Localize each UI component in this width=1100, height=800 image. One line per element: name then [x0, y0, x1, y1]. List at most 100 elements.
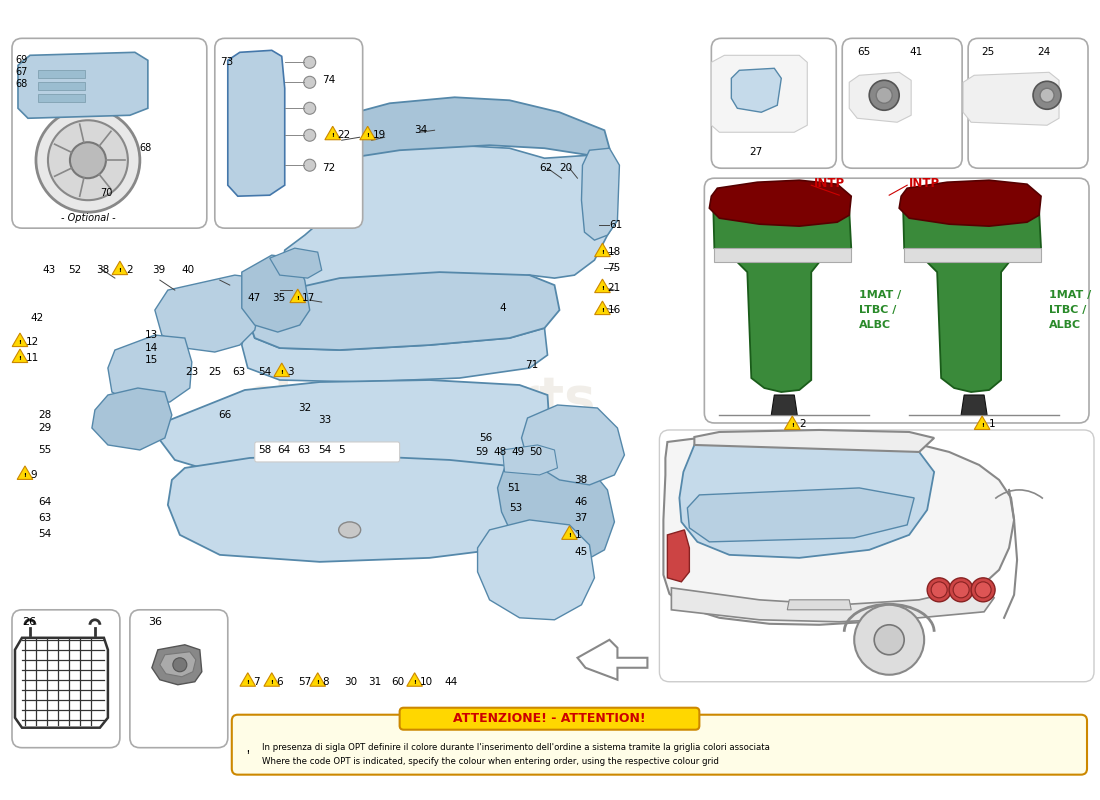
Text: 69: 69	[15, 55, 28, 66]
Polygon shape	[407, 673, 422, 686]
Text: 20: 20	[560, 163, 573, 174]
Text: 52: 52	[68, 265, 81, 275]
Text: 63: 63	[39, 513, 52, 523]
Text: !: !	[246, 680, 250, 685]
Circle shape	[927, 578, 952, 602]
Text: 48: 48	[494, 447, 507, 457]
Text: !: !	[271, 680, 273, 685]
Polygon shape	[248, 272, 560, 350]
Text: 60: 60	[392, 677, 405, 686]
Text: !: !	[23, 473, 26, 478]
Polygon shape	[160, 652, 196, 677]
Ellipse shape	[339, 522, 361, 538]
Polygon shape	[771, 395, 797, 415]
Polygon shape	[714, 248, 851, 262]
Text: 62: 62	[539, 163, 553, 174]
Text: 51: 51	[507, 483, 520, 493]
Text: 27: 27	[749, 147, 762, 158]
Polygon shape	[903, 200, 1041, 392]
Text: 34: 34	[415, 126, 428, 135]
Text: 57: 57	[298, 677, 311, 686]
FancyBboxPatch shape	[399, 708, 700, 730]
Text: 53: 53	[509, 503, 522, 513]
Text: 45: 45	[574, 547, 587, 557]
Text: 29: 29	[39, 423, 52, 433]
Polygon shape	[228, 50, 285, 196]
Polygon shape	[155, 275, 260, 352]
Polygon shape	[732, 68, 781, 112]
Polygon shape	[240, 673, 255, 686]
Text: !: !	[981, 423, 983, 428]
Polygon shape	[242, 318, 548, 382]
Polygon shape	[497, 462, 615, 565]
Text: 22: 22	[338, 130, 351, 140]
Text: 74: 74	[321, 75, 336, 86]
Text: 15: 15	[145, 355, 158, 365]
Text: !: !	[601, 250, 604, 255]
Text: 63: 63	[232, 367, 245, 377]
Text: 2: 2	[800, 419, 806, 429]
Text: 54: 54	[318, 445, 331, 455]
Circle shape	[953, 582, 969, 598]
Polygon shape	[578, 640, 648, 680]
Text: !: !	[414, 680, 416, 685]
Text: INTP: INTP	[910, 177, 940, 190]
Text: 37: 37	[574, 513, 587, 523]
Text: 64: 64	[39, 497, 52, 507]
Circle shape	[874, 625, 904, 654]
Polygon shape	[39, 82, 85, 90]
Polygon shape	[18, 466, 33, 479]
Text: !: !	[280, 370, 283, 375]
Circle shape	[869, 80, 899, 110]
Polygon shape	[39, 94, 85, 102]
Text: 1MAT /
LTBC /
ALBC: 1MAT / LTBC / ALBC	[859, 290, 902, 330]
Polygon shape	[714, 200, 851, 392]
Text: !: !	[568, 533, 571, 538]
Text: 30: 30	[343, 677, 356, 686]
Circle shape	[877, 87, 892, 103]
Text: 46: 46	[574, 497, 587, 507]
Text: 56: 56	[480, 433, 493, 443]
Polygon shape	[694, 430, 934, 452]
Circle shape	[70, 142, 106, 178]
Text: 55: 55	[39, 445, 52, 455]
Polygon shape	[595, 301, 610, 314]
Text: 72: 72	[321, 163, 336, 174]
Polygon shape	[310, 673, 326, 686]
Polygon shape	[168, 455, 548, 562]
Polygon shape	[242, 255, 310, 332]
Text: 14: 14	[145, 343, 158, 353]
Circle shape	[304, 102, 316, 114]
Polygon shape	[324, 126, 341, 140]
Text: !: !	[19, 340, 21, 345]
FancyBboxPatch shape	[232, 714, 1087, 774]
Polygon shape	[290, 289, 306, 302]
Text: 44: 44	[444, 677, 458, 686]
Text: !: !	[246, 750, 250, 754]
Text: 65: 65	[857, 47, 870, 58]
Text: 38: 38	[96, 265, 109, 275]
Polygon shape	[899, 180, 1041, 226]
Text: 39: 39	[152, 265, 165, 275]
Text: 25: 25	[981, 47, 994, 58]
Polygon shape	[680, 440, 934, 558]
Circle shape	[304, 56, 316, 68]
Polygon shape	[310, 98, 609, 162]
Text: 32: 32	[298, 403, 311, 413]
FancyBboxPatch shape	[12, 610, 120, 748]
Text: 4: 4	[499, 303, 506, 313]
Text: 73: 73	[220, 58, 233, 67]
Polygon shape	[668, 530, 690, 582]
Circle shape	[36, 108, 140, 212]
Text: 63: 63	[298, 445, 311, 455]
Text: 41: 41	[910, 47, 923, 58]
Polygon shape	[12, 333, 28, 346]
Text: 19: 19	[373, 130, 386, 140]
Text: 35: 35	[272, 293, 285, 303]
Text: 75: 75	[607, 263, 620, 273]
Polygon shape	[788, 600, 851, 610]
Polygon shape	[671, 585, 994, 622]
Text: !: !	[296, 296, 299, 301]
Text: 28: 28	[39, 410, 52, 420]
Text: 59: 59	[475, 447, 488, 457]
